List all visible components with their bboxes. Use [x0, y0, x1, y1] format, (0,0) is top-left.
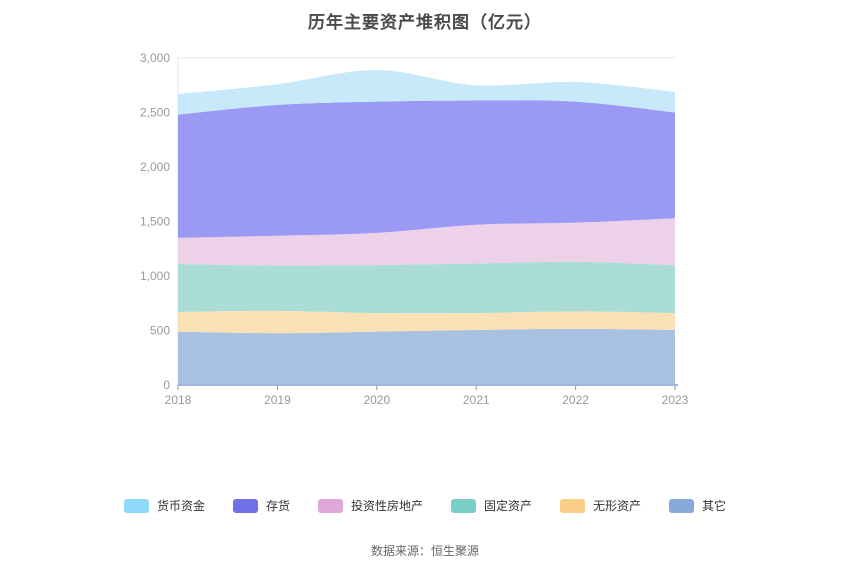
- y-tick-label: 1,500: [140, 215, 170, 229]
- legend-swatch: [123, 498, 149, 513]
- legend-label: 存货: [265, 499, 290, 513]
- legend-swatch: [317, 498, 343, 513]
- legend-swatch: [560, 498, 586, 513]
- legend-swatch: [451, 498, 476, 513]
- legend-item-投资性房地产[interactable]: 投资性房地产: [317, 497, 423, 514]
- x-tick-label: 2020: [363, 393, 390, 407]
- legend-swatch: [669, 498, 695, 513]
- area-series-其它: [178, 328, 675, 385]
- data-source-text: 数据来源：恒生聚源: [370, 544, 479, 558]
- legend-item-固定资产[interactable]: 固定资产: [451, 497, 532, 514]
- x-tick-label: 2022: [562, 393, 589, 407]
- x-tick-label: 2023: [662, 393, 689, 407]
- x-tick-label: 2019: [264, 393, 291, 407]
- x-tick-label: 2021: [463, 393, 490, 407]
- legend-label: 固定资产: [484, 499, 533, 513]
- legend-label: 货币资金: [156, 499, 205, 513]
- y-tick-label: 0: [163, 378, 170, 392]
- x-tick-label: 2018: [165, 393, 192, 407]
- stacked-area-chart: 0 500 1,000 1,500 2,000 2,500 3,000 2018 2019 202…: [140, 51, 689, 407]
- legend-swatch: [232, 498, 258, 513]
- legend-item-其它[interactable]: 其它: [669, 497, 726, 514]
- chart-legend: 货币资金 存货 投资性房地产 固定资产 无形资产 其它: [0, 497, 850, 514]
- legend-item-货币资金[interactable]: 货币资金: [123, 497, 205, 514]
- area-series-固定资产: [178, 261, 675, 314]
- y-tick-label: 2,500: [140, 106, 170, 120]
- chart-title: 历年主要资产堆积图（亿元）: [308, 13, 542, 32]
- area-series-投资性房地产: [178, 218, 675, 266]
- legend-label: 其它: [702, 499, 727, 513]
- legend-item-无形资产[interactable]: 无形资产: [560, 497, 641, 514]
- area-series-无形资产: [178, 310, 675, 334]
- legend-label: 无形资产: [593, 499, 642, 513]
- legend-label: 投资性房地产: [350, 499, 423, 513]
- y-tick-label: 1,000: [140, 269, 170, 283]
- y-tick-label: 3,000: [140, 51, 170, 65]
- area-series-货币资金: [178, 69, 675, 115]
- y-tick-label: 500: [150, 324, 170, 338]
- area-series-存货: [178, 100, 675, 238]
- legend-item-存货[interactable]: 存货: [232, 497, 290, 514]
- y-tick-label: 2,000: [140, 160, 170, 174]
